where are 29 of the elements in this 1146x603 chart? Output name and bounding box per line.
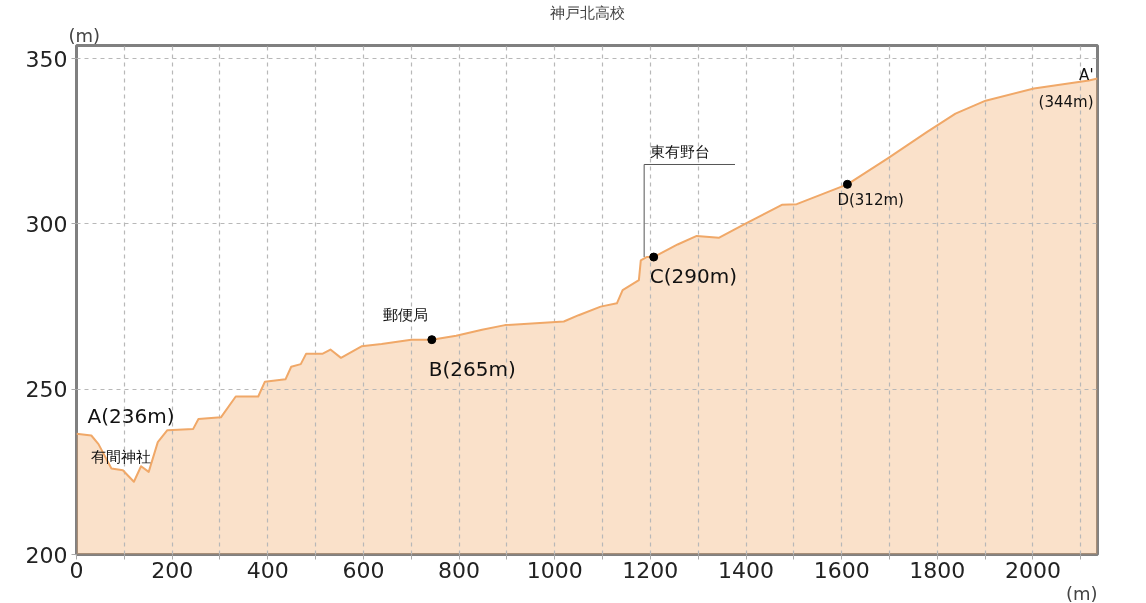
x-axis-title: (m)	[1065, 582, 1098, 603]
y-tick-label: 300	[25, 211, 68, 237]
annotation: 有間神社	[90, 447, 151, 466]
annotation: 東有野台	[650, 143, 711, 162]
x-tick-label: 2000	[1004, 557, 1061, 583]
x-tick-label: 600	[342, 557, 385, 583]
x-tick-label: 1000	[526, 557, 583, 583]
point	[842, 179, 852, 189]
annotation: (344m)	[1038, 92, 1094, 111]
text: 神戸北高校	[549, 3, 625, 22]
annotation: 郵便局	[383, 305, 429, 324]
x-tick-label: 0	[69, 557, 84, 583]
x-tick-label: 1600	[813, 557, 870, 583]
annotation: B(265m)	[428, 356, 516, 381]
point	[649, 252, 659, 262]
x-tick-label: 1800	[909, 557, 966, 583]
point	[427, 335, 437, 345]
y-tick-label: 350	[25, 46, 68, 72]
x-tick-label: 400	[246, 557, 289, 583]
x-tick-label: 1200	[622, 557, 679, 583]
y-axis-title: (m)	[68, 24, 101, 46]
x-tick-label: 800	[438, 557, 481, 583]
annotation: A'	[1079, 65, 1094, 84]
x-tick-label: 1400	[718, 557, 775, 583]
annotation: C(290m)	[649, 264, 737, 289]
y-tick-label: 250	[25, 377, 68, 403]
annotation: D(312m)	[837, 191, 904, 210]
x-tick-label: 200	[151, 557, 194, 583]
annotation: A(236m)	[87, 403, 175, 428]
